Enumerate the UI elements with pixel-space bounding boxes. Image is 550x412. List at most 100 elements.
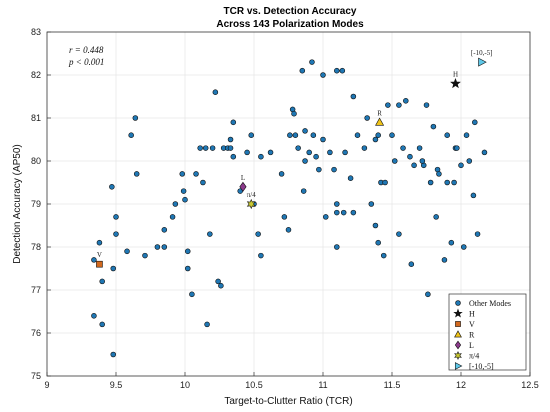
x-tick-label: 12 bbox=[456, 380, 466, 390]
legend-label: R bbox=[469, 331, 475, 340]
other-mode-point bbox=[113, 214, 119, 220]
other-mode-point bbox=[340, 209, 347, 216]
other-mode-point bbox=[470, 192, 477, 199]
other-mode-point bbox=[334, 209, 340, 216]
other-mode-point bbox=[403, 98, 409, 104]
other-mode-point bbox=[113, 231, 119, 237]
other-mode-point bbox=[466, 158, 473, 164]
other-mode-point bbox=[215, 278, 221, 285]
other-mode-point bbox=[207, 231, 213, 237]
other-mode-point bbox=[334, 244, 340, 250]
other-mode-point bbox=[99, 278, 105, 285]
other-mode-point bbox=[278, 171, 285, 177]
other-mode-point bbox=[448, 239, 455, 246]
legend-label: Other Modes bbox=[469, 299, 511, 308]
other-mode-point bbox=[425, 291, 431, 298]
other-mode-point bbox=[322, 214, 329, 220]
highlight-point bbox=[375, 117, 385, 126]
other-mode-point bbox=[416, 145, 423, 151]
legend-marker bbox=[453, 308, 463, 318]
other-mode-point bbox=[172, 201, 179, 207]
other-mode-point bbox=[375, 239, 381, 246]
x-tick-label: 10.5 bbox=[245, 380, 263, 390]
other-mode-point bbox=[350, 209, 357, 216]
other-mode-point bbox=[110, 265, 117, 272]
y-tick-label: 83 bbox=[31, 27, 41, 37]
other-mode-point bbox=[372, 136, 379, 143]
other-mode-point bbox=[124, 248, 130, 255]
legend-box bbox=[448, 293, 527, 371]
point-label: L bbox=[241, 174, 245, 182]
other-mode-point bbox=[385, 102, 391, 108]
other-mode-point bbox=[454, 145, 460, 151]
y-tick-label: 76 bbox=[31, 328, 41, 338]
other-mode-point bbox=[302, 158, 308, 164]
other-mode-point bbox=[458, 162, 464, 169]
y-tick-label: 82 bbox=[31, 70, 41, 80]
other-mode-point bbox=[364, 115, 370, 121]
other-mode-point bbox=[427, 179, 434, 186]
other-mode-point bbox=[316, 166, 322, 173]
other-mode-point bbox=[310, 132, 317, 138]
other-mode-point bbox=[212, 89, 219, 95]
point-label: R bbox=[377, 109, 382, 117]
other-mode-point bbox=[372, 222, 379, 229]
other-mode-point bbox=[342, 149, 348, 156]
legend-label: V bbox=[469, 320, 475, 329]
y-tick-label: 81 bbox=[31, 113, 41, 123]
other-mode-point bbox=[430, 123, 437, 130]
other-mode-point bbox=[396, 231, 402, 237]
point-label: H bbox=[453, 71, 458, 79]
other-mode-point bbox=[354, 132, 361, 138]
other-mode-point bbox=[182, 196, 188, 203]
legend-label: [-10,-5] bbox=[469, 362, 494, 371]
other-mode-point bbox=[110, 351, 117, 358]
other-mode-point bbox=[161, 244, 168, 250]
other-mode-point bbox=[154, 244, 161, 250]
other-mode-point bbox=[368, 201, 375, 207]
other-mode-point bbox=[331, 166, 337, 173]
other-mode-point bbox=[444, 179, 450, 186]
other-mode-point bbox=[193, 171, 199, 177]
other-mode-point bbox=[407, 153, 413, 160]
other-mode-point bbox=[142, 252, 148, 259]
other-mode-point bbox=[230, 153, 237, 160]
other-mode-point bbox=[292, 132, 299, 138]
legend-label: L bbox=[469, 341, 474, 350]
other-mode-point bbox=[396, 102, 402, 108]
other-mode-point bbox=[436, 171, 442, 177]
other-mode-point bbox=[179, 171, 186, 177]
point-annotations: H V R Lπ/4 [-10,-5] bbox=[97, 49, 493, 259]
other-mode-point bbox=[285, 227, 292, 233]
other-mode-point bbox=[209, 145, 216, 151]
other-mode-point bbox=[347, 175, 354, 181]
other-mode-point bbox=[375, 132, 381, 138]
other-mode-point bbox=[313, 153, 319, 160]
other-mode-point bbox=[287, 132, 293, 138]
other-mode-point bbox=[382, 179, 388, 186]
other-mode-point bbox=[334, 67, 340, 74]
highlight-point bbox=[239, 181, 247, 192]
y-tick-label: 79 bbox=[31, 199, 41, 209]
highlight-point bbox=[478, 57, 487, 67]
other-mode-point bbox=[299, 67, 306, 74]
other-mode-point bbox=[380, 252, 387, 259]
other-mode-point bbox=[433, 214, 439, 220]
legend-marker bbox=[454, 351, 462, 360]
other-mode-point bbox=[227, 136, 234, 143]
other-mode-point bbox=[400, 145, 406, 151]
other-mode-point bbox=[302, 128, 308, 134]
other-mode-point bbox=[441, 257, 448, 263]
point-label: V bbox=[97, 251, 102, 259]
legend-marker bbox=[454, 362, 463, 370]
other-mode-point bbox=[184, 248, 191, 255]
legend-marker bbox=[454, 340, 462, 350]
y-tick-label: 75 bbox=[31, 371, 41, 381]
correlation-p: p < 0.001 bbox=[68, 57, 104, 67]
other-mode-point bbox=[291, 110, 297, 117]
legend-marker bbox=[454, 330, 462, 338]
other-mode-point bbox=[255, 231, 261, 237]
other-mode-point bbox=[169, 214, 176, 220]
axis-ticks: 9 9.5 10 10.5 11 11.5 12 12.5 75 76 77 78 79 80 81 82 83 bbox=[31, 27, 539, 390]
other-mode-point bbox=[248, 132, 255, 138]
